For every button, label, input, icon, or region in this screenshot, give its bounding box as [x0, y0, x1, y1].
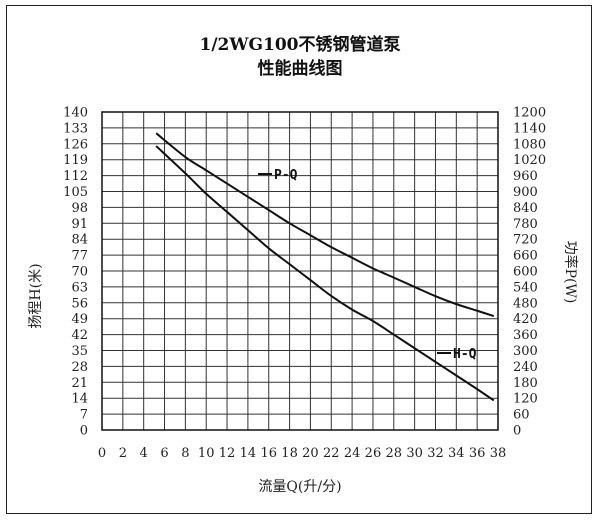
y-left-tick-label: 119	[63, 153, 88, 168]
y-left-tick-label: 112	[63, 169, 88, 184]
y-left-tick-label: 70	[71, 265, 88, 280]
y-right-tick-label: 180	[513, 376, 538, 391]
y-right-tick-label: 480	[513, 296, 538, 311]
y-right-tick-label: 120	[513, 392, 538, 407]
y-right-tick-label: 0	[513, 424, 521, 439]
x-tick-label: 36	[469, 446, 486, 461]
y-right-tick-label: 600	[513, 265, 538, 280]
x-tick-label: 24	[344, 446, 361, 461]
y-right-tick-label: 840	[513, 201, 538, 216]
y-left-tick-label: 7	[80, 408, 88, 423]
x-tick-label: 26	[365, 446, 382, 461]
y-left-tick-label: 140	[63, 106, 88, 121]
plot-border	[101, 111, 499, 431]
series-label-hq-text: H-Q	[453, 347, 477, 362]
y-right-tick-label: 540	[513, 280, 538, 295]
y-right-tick-label: 60	[513, 408, 530, 423]
chart-subtitle: 性能曲线图	[257, 59, 343, 79]
x-tick-label: 8	[181, 446, 189, 461]
x-tick-label: 20	[302, 446, 319, 461]
y-right-tick-label: 360	[513, 328, 538, 343]
x-tick-label: 30	[406, 446, 423, 461]
y-right-tick-label: 420	[513, 312, 538, 327]
y-right-tick-label: 1200	[513, 106, 546, 121]
y-left-tick-label: 42	[71, 328, 88, 343]
x-tick-label: 10	[198, 446, 215, 461]
y-left-tick-label: 63	[71, 280, 88, 295]
x-tick-label: 34	[448, 446, 465, 461]
x-tick-label: 12	[219, 446, 236, 461]
x-tick-label: 6	[160, 446, 168, 461]
y-left-tick-label: 126	[63, 137, 88, 152]
y-right-tick-label: 660	[513, 249, 538, 264]
series-label-pq-text: P-Q	[274, 168, 298, 183]
series-line-pq	[155, 132, 495, 318]
tick-layer: 0 2 4 6 8 10 12 14 16 18 20 22 24 26 28 30 32 34 36 3807142…	[63, 106, 546, 462]
y-right-tick-label: 720	[513, 233, 538, 248]
y-right-tick-label: 240	[513, 360, 538, 375]
y-left-tick-label: 133	[63, 121, 88, 136]
x-tick-label: 4	[140, 446, 148, 461]
y-left-tick-label: 28	[71, 360, 88, 375]
y-left-tick-label: 56	[71, 296, 88, 311]
y-left-tick-label: 21	[71, 376, 88, 391]
y-right-tick-label: 1140	[513, 121, 546, 136]
x-tick-label: 16	[260, 446, 277, 461]
curve-layer	[155, 132, 495, 402]
x-tick-label: 28	[386, 446, 403, 461]
y-left-tick-label: 84	[71, 233, 88, 248]
series-label-hq: H-Q	[437, 347, 477, 362]
series-line-hq	[155, 145, 495, 402]
chart-frame	[6, 5, 592, 514]
y-left-tick-label: 77	[71, 249, 88, 264]
y-right-tick-label: 900	[513, 185, 538, 200]
y-left-tick-label: 14	[71, 392, 88, 407]
x-axis-title: 流量Q(升/分)	[258, 479, 341, 495]
x-tick-label: 0	[98, 446, 106, 461]
y-left-tick-label: 91	[71, 217, 88, 232]
x-tick-label: 2	[119, 446, 127, 461]
y-right-tick-label: 1080	[513, 137, 546, 152]
y-left-tick-label: 0	[80, 424, 88, 439]
y-right-tick-label: 300	[513, 344, 538, 359]
y-right-tick-label: 960	[513, 169, 538, 184]
x-tick-label: 32	[427, 446, 444, 461]
y-right-axis-title: 功率P(W)	[562, 241, 579, 304]
series-label-pq: P-Q	[258, 168, 298, 183]
y-right-tick-label: 1020	[513, 153, 546, 168]
y-left-axis-title: 扬程H(米)	[28, 263, 44, 328]
y-left-tick-label: 105	[63, 185, 88, 200]
x-tick-label: 18	[281, 446, 298, 461]
x-tick-label: 14	[240, 446, 257, 461]
y-right-tick-label: 780	[513, 217, 538, 232]
y-left-tick-label: 35	[71, 344, 88, 359]
y-left-tick-label: 49	[71, 312, 88, 327]
chart-title: 1/2WG100不锈钢管道泵	[199, 35, 401, 55]
x-tick-label: 38	[490, 446, 507, 461]
y-left-tick-label: 98	[71, 201, 88, 216]
x-tick-label: 22	[323, 446, 340, 461]
